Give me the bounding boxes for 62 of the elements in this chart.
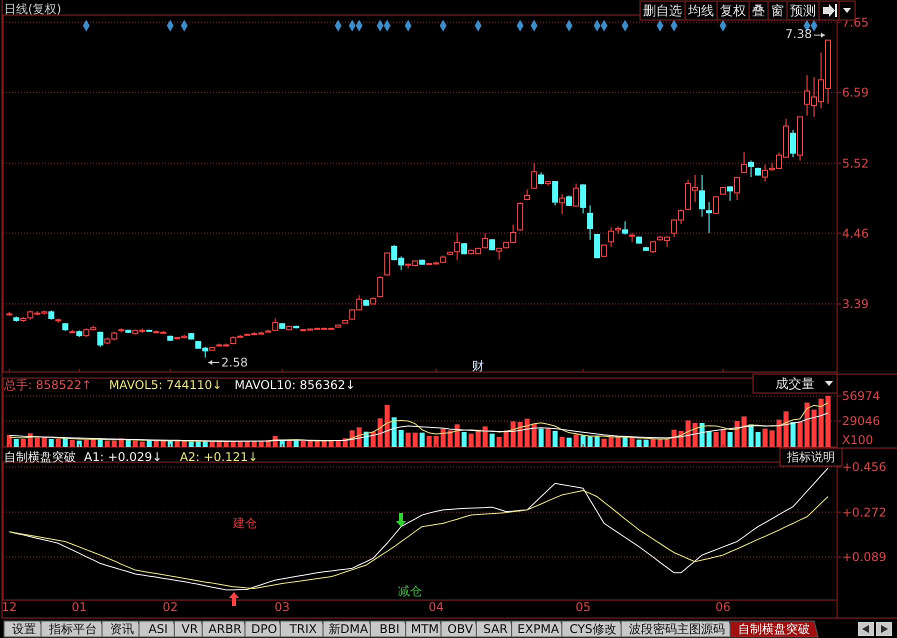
x-tick-label: 04 xyxy=(428,600,444,614)
y-tick-label: +0.272 xyxy=(842,505,886,520)
annotation: 2.58 xyxy=(221,355,248,370)
annotation: 叠 xyxy=(752,4,765,20)
text: ASI xyxy=(148,622,168,636)
text: 新DMA xyxy=(328,622,369,636)
x-tick-label: 12 xyxy=(2,600,17,614)
text: 波段密码主图源码 xyxy=(629,622,726,636)
text: OBV xyxy=(447,622,474,636)
x-tick-label: 02 xyxy=(162,600,178,614)
annotation: 财 xyxy=(472,359,484,373)
annotation: A2: +0.121↓ xyxy=(180,450,258,464)
chart-title: 自制横盘突破 xyxy=(4,450,76,464)
annotation: 复权 xyxy=(720,4,746,20)
text: 资讯 xyxy=(110,622,134,636)
annotation: 删自选 xyxy=(643,4,682,20)
y-tick-label: 4.46 xyxy=(842,226,869,240)
text: ARBR xyxy=(208,622,242,636)
button: 指标说明 xyxy=(780,448,842,466)
chart-title: 日线(复权) xyxy=(4,2,62,16)
annotation: 成交量 xyxy=(776,376,814,392)
y-tick-label: +0.456 xyxy=(842,460,886,474)
annotation: 指标说明 xyxy=(786,450,835,464)
text: 自制横盘突破 xyxy=(738,622,810,636)
text: 指标平台 xyxy=(48,622,97,636)
annotation: 窗 xyxy=(771,3,784,20)
y-tick-label: 6.59 xyxy=(842,86,869,100)
text: BBI xyxy=(380,622,400,636)
text: TRIX xyxy=(288,622,317,636)
annotation: 预测 xyxy=(790,4,816,20)
annotation: A1: +0.029↓ xyxy=(84,450,162,464)
text: SAR xyxy=(483,622,508,636)
annotation: 均线 xyxy=(687,4,714,20)
button: 预测 xyxy=(786,0,820,20)
text: CYS修改 xyxy=(569,622,617,636)
text: EXPMA xyxy=(517,622,560,636)
annotation: MAVOL10: 856362↓ xyxy=(234,378,356,392)
x-tick-label: 05 xyxy=(575,600,591,614)
annotation: 7.38 xyxy=(785,27,812,42)
x-tick-label: 06 xyxy=(715,600,731,614)
annotation: 减仓 xyxy=(398,584,422,598)
annotation: 建仓 xyxy=(232,516,257,530)
y-tick-label: 3.39 xyxy=(842,297,869,312)
button: 删自选 xyxy=(640,0,686,20)
y-tick-label: 5.52 xyxy=(842,156,869,170)
button: 窗 xyxy=(768,0,788,20)
text: DPO xyxy=(251,622,278,636)
text: MTM xyxy=(410,622,439,636)
x-tick-label: 03 xyxy=(274,600,290,614)
y-tick-label: 29046 xyxy=(842,414,880,428)
x-tick-label: 01 xyxy=(72,600,87,614)
button: 叠 xyxy=(748,0,768,20)
button: 复权 xyxy=(716,0,750,20)
y-tick-label: +0.089 xyxy=(842,550,886,564)
y-tick-label: 56974 xyxy=(842,389,880,404)
button: 成交量 xyxy=(752,374,838,394)
button: 均线 xyxy=(684,0,718,20)
annotation: 总手: 858522↑ xyxy=(3,378,92,392)
text: VR xyxy=(181,622,198,636)
annotation: MAVOL5: 744110↓ xyxy=(108,378,222,392)
y-axis-title: X100 xyxy=(842,433,874,448)
text: 设置 xyxy=(12,622,36,636)
